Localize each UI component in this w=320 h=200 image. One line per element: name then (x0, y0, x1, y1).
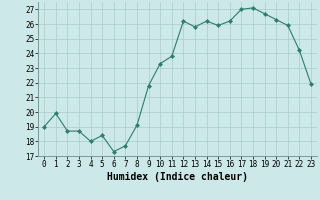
X-axis label: Humidex (Indice chaleur): Humidex (Indice chaleur) (107, 172, 248, 182)
